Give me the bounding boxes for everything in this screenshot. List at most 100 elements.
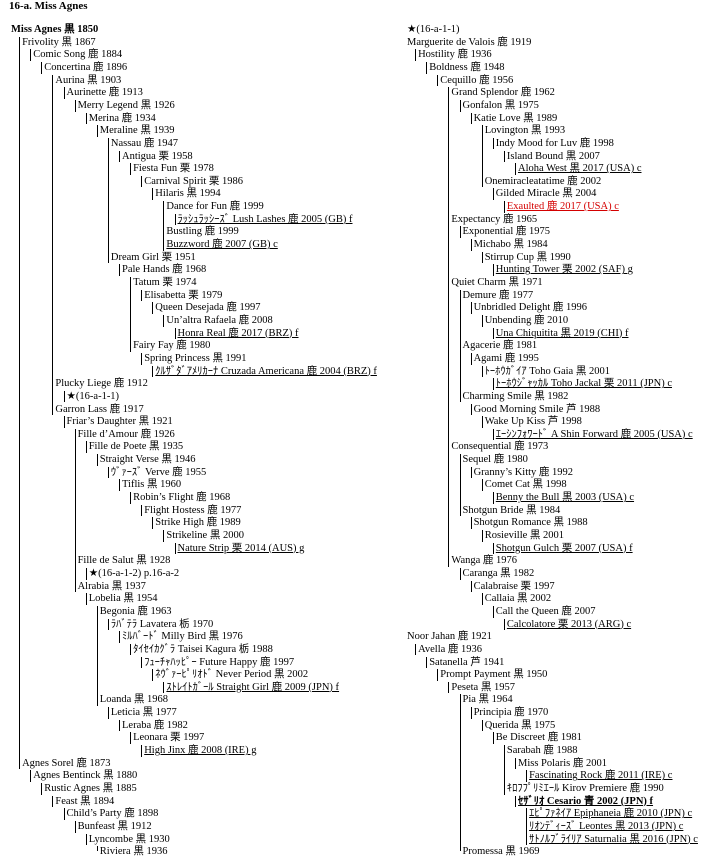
pedigree-entry: ﾄｰﾎｳｼﾞｬｯｶﾙ Toho Jackal 栗 2011 (JPN) c — [495, 378, 672, 390]
pedigree-entry: ｻﾄﾉﾙﾌﾞﾗｲﾘｱ Saturnalia 黒 2016 (JPN) c — [529, 833, 698, 845]
pedigree-entry: Meraline 黒 1939 — [99, 125, 175, 137]
pedigree-entry: ﾌｭｰﾁｬﾊｯﾋﾟｰ Future Happy 鹿 1997 — [144, 656, 295, 668]
pedigree-entry: Wanga 鹿 1976 — [451, 555, 518, 567]
tree-connector — [74, 820, 76, 833]
pedigree-entry: Island Bound 黒 2007 — [506, 150, 600, 162]
pedigree-entry: Satanella 芦 1941 — [429, 656, 505, 668]
pedigree-entry: Granny’s Kitty 鹿 1992 — [473, 466, 574, 478]
tree-connector — [526, 808, 528, 846]
tree-connector — [415, 643, 417, 656]
tree-connector — [85, 593, 87, 605]
pedigree-entry: Peseta 黒 1957 — [451, 681, 515, 693]
pedigree-entry: Queen Desejada 鹿 1997 — [155, 302, 261, 314]
tree-connector — [448, 87, 450, 567]
page-title: 16-a. Miss Agnes — [9, 0, 88, 12]
tree-connector — [119, 264, 120, 276]
pedigree-entry: Indy Mood for Luv 鹿 1998 — [495, 137, 614, 149]
pedigree-entry: Una Chiquitita 黒 2019 (CHI) f — [495, 327, 629, 339]
tree-connector — [141, 504, 143, 517]
tree-connector — [152, 365, 154, 378]
tree-connector — [19, 36, 21, 770]
pedigree-entry: Prompt Payment 黒 1950 — [440, 669, 548, 681]
tree-connector — [503, 201, 505, 213]
tree-connector — [481, 530, 483, 542]
tree-connector — [63, 87, 65, 99]
tree-connector — [492, 378, 494, 390]
pedigree-entry: Concertina 鹿 1896 — [44, 61, 128, 73]
pedigree-entry: Tatum 栗 1974 — [133, 277, 197, 288]
pedigree-entry: Onemiracleatatime 鹿 2002 — [484, 175, 602, 187]
tree-connector — [152, 188, 154, 201]
tree-connector — [63, 808, 65, 820]
pedigree-entry: Promessa 黒 1969 — [462, 846, 540, 858]
pedigree-entry: Gonfalon 黒 1975 — [462, 99, 539, 111]
pedigree-entry: Garron Lass 鹿 1917 — [55, 403, 144, 415]
pedigree-entry: Unbridled Delight 鹿 1996 — [473, 302, 588, 314]
pedigree-entry: Merina 鹿 1934 — [88, 112, 156, 124]
pedigree-entry: ｽﾄﾚｲﾄｶﾞｰﾙ Straight Girl 鹿 2009 (JPN) f — [166, 681, 340, 693]
pedigree-entry: ｴｰｼﾝﾌｫﾜｰﾄﾞ A Shin Forward 鹿 2005 (USA) c — [495, 428, 693, 440]
pedigree-entry: Spring Princess 黒 1991 — [144, 352, 247, 364]
pedigree-entry: Loanda 黒 1968 — [99, 694, 169, 706]
pedigree-entry: Querida 黒 1975 — [484, 719, 556, 731]
tree-connector — [459, 289, 461, 403]
tree-connector — [63, 416, 65, 428]
tree-connector — [492, 428, 494, 441]
pedigree-entry: Agacerie 鹿 1981 — [462, 340, 538, 352]
pedigree-entry: Plucky Liege 鹿 1912 — [55, 378, 148, 390]
pedigree-entry: Principia 鹿 1970 — [473, 707, 549, 719]
pedigree-entry: ﾈｳﾞｧｰﾋﾟﾘｵﾄﾞ Never Period 黒 2002 — [155, 669, 309, 681]
tree-connector — [492, 327, 494, 340]
pedigree-entry: Be Discreet 鹿 1981 — [495, 732, 582, 744]
tree-connector — [415, 49, 417, 61]
pedigree-entry: Demure 鹿 1977 — [462, 289, 534, 301]
pedigree-entry: Child’s Party 鹿 1898 — [66, 808, 159, 820]
pedigree-entry: Caranga 黒 1982 — [462, 567, 535, 579]
tree-connector — [163, 681, 165, 694]
tree-connector — [141, 175, 143, 188]
pedigree-entry: Pia 黒 1964 — [462, 694, 513, 706]
pedigree-entry: High Jinx 鹿 2008 (IRE) g — [144, 745, 257, 757]
pedigree-entry: Carnival Spirit 栗 1986 — [144, 175, 244, 187]
pedigree-entry: Katie Love 黒 1989 — [473, 112, 558, 124]
pedigree-entry: Comic Song 鹿 1884 — [33, 49, 123, 61]
pedigree-entry: Leticia 黒 1977 — [110, 707, 177, 719]
tree-connector — [107, 466, 109, 479]
tree-connector — [481, 479, 483, 492]
pedigree-entry: Consequential 鹿 1973 — [451, 441, 549, 453]
pedigree-entry: Aloha West 黒 2017 (USA) c — [518, 163, 642, 175]
pedigree-entry: Fille de Poete 黒 1935 — [88, 441, 184, 453]
pedigree-entry: Begonia 鹿 1963 — [99, 605, 172, 617]
pedigree-entry: Tiflis 黒 1960 — [122, 479, 182, 491]
pedigree-entry: Rosieville 黒 2001 — [484, 530, 565, 541]
tree-connector — [119, 479, 120, 492]
pedigree-entry: Robin’s Flight 鹿 1968 — [133, 492, 231, 504]
pedigree-entry: Fascinating Rock 鹿 2011 (IRE) c — [529, 770, 673, 782]
tree-connector — [470, 466, 472, 479]
pedigree-entry: Pale Hands 鹿 1968 — [122, 264, 207, 276]
pedigree-entry: Bustling 鹿 1999 — [166, 226, 239, 238]
tree-connector — [74, 99, 76, 112]
pedigree-entry: ｾｻﾞﾘｵ Cesario 青 2002 (JPN) f — [518, 795, 654, 807]
pedigree-entry: Shotgun Romance 黒 1988 — [473, 517, 588, 529]
pedigree-entry: Aurinette 鹿 1913 — [66, 87, 143, 99]
pedigree-entry: Expectancy 鹿 1965 — [451, 213, 538, 225]
tree-connector — [174, 213, 176, 226]
tree-connector — [515, 163, 516, 175]
tree-connector — [107, 137, 109, 264]
tree-connector — [96, 846, 98, 851]
pedigree-entry: Michabo 黒 1984 — [473, 239, 548, 251]
tree-connector — [492, 264, 494, 276]
tree-connector — [107, 707, 109, 719]
tree-connector — [30, 49, 32, 61]
pedigree-entry: ｴﾋﾟﾌｧﾈｲｱ Epiphaneia 鹿 2010 (JPN) c — [529, 808, 693, 820]
pedigree-entry: ﾄｰﾎｳｶﾞｲｱ Toho Gaia 黒 2001 — [484, 365, 610, 377]
tree-connector — [174, 542, 176, 555]
tree-connector — [481, 125, 483, 188]
tree-connector — [141, 745, 143, 757]
pedigree-entry: Agnes Sorel 鹿 1873 — [22, 757, 111, 769]
pedigree-entry: Benny the Bull 黒 2003 (USA) c — [495, 492, 635, 504]
tree-connector — [163, 314, 165, 327]
tree-connector — [448, 681, 450, 694]
